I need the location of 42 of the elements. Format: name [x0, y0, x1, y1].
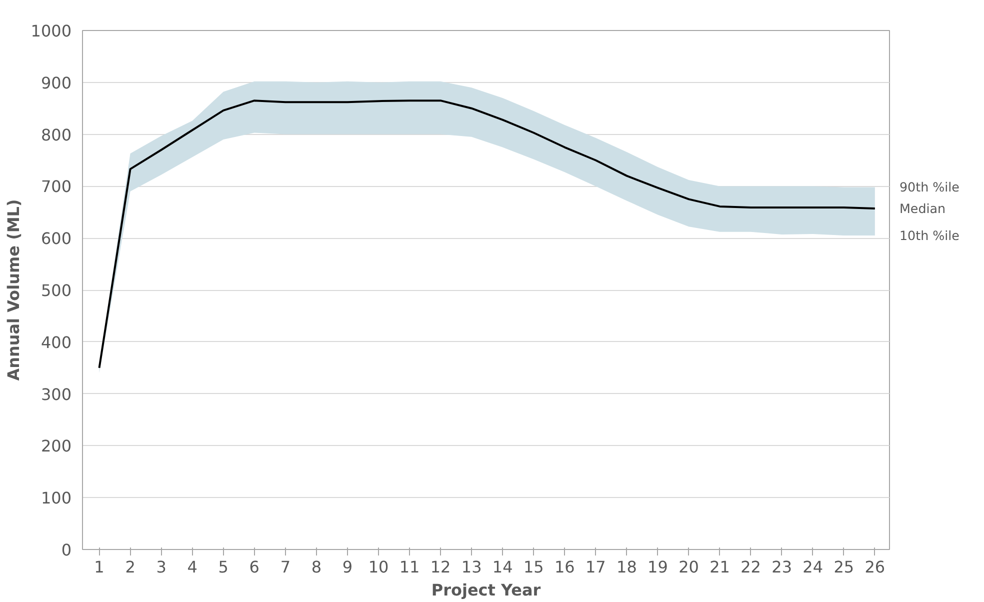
y-tick-label: 0 — [61, 540, 72, 560]
x-tick-label: 20 — [678, 558, 699, 576]
y-tick-label: 1000 — [30, 22, 72, 40]
x-tick-label: 21 — [710, 558, 730, 576]
x-tick-label: 10 — [368, 558, 389, 576]
x-tick-label: 6 — [249, 558, 260, 576]
x-tick-label: 4 — [187, 558, 198, 576]
text: Median — [900, 201, 946, 216]
y-tick-label: 600 — [40, 229, 72, 248]
x-tick-label: 13 — [461, 558, 482, 576]
x-tick-label: 2 — [125, 558, 136, 576]
y-tick-label: 900 — [40, 73, 72, 92]
x-tick-label: 1 — [94, 558, 104, 576]
y-tick-label: 200 — [40, 436, 72, 456]
y-tick-label: 500 — [40, 281, 72, 300]
x-tick-label: 9 — [342, 558, 353, 576]
y-axis-title: Annual Volume (ML) — [4, 199, 23, 381]
x-tick-label: 11 — [399, 558, 420, 576]
x-axis-title: Project Year — [431, 580, 541, 600]
x-tick-label: 18 — [616, 558, 637, 576]
x-tick-label: 24 — [802, 558, 824, 576]
y-tick-label: 300 — [40, 384, 72, 404]
x-tick-label: 26 — [864, 558, 886, 576]
x-tick-label: 22 — [740, 558, 761, 576]
x-tick-label: 25 — [834, 558, 854, 576]
y-tick-label: 700 — [40, 177, 72, 196]
x-tick-label: 8 — [311, 558, 322, 576]
x-tick-label: 12 — [430, 558, 451, 576]
y-tick-label: 800 — [40, 125, 72, 144]
x-tick-label: 23 — [772, 558, 792, 576]
y-tick-label: 100 — [40, 488, 72, 508]
text: 10th %ile — [900, 228, 960, 244]
x-tick-label: 14 — [492, 558, 513, 576]
text: 90th %ile — [900, 180, 960, 195]
x-tick-label: 19 — [648, 558, 668, 576]
x-tick-label: 16 — [554, 558, 575, 576]
x-tick-label: 7 — [280, 558, 291, 576]
x-tick-label: 3 — [156, 558, 166, 576]
x-tick-label: 15 — [523, 558, 544, 576]
x-tick-label: 17 — [586, 558, 606, 576]
y-tick-label: 400 — [40, 332, 72, 352]
x-tick-label: 5 — [218, 558, 228, 576]
